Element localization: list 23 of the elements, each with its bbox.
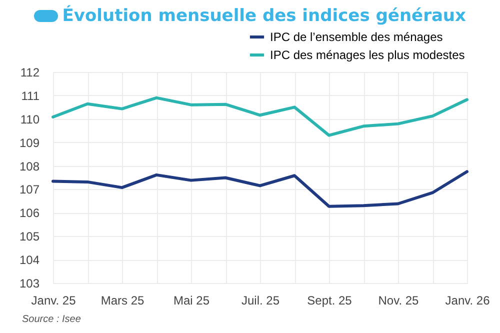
y-tick-label: 106: [19, 206, 40, 220]
y-tick-label: 111: [21, 88, 40, 103]
y-tick-label: 104: [19, 253, 40, 268]
x-tick-label: Sept. 25: [307, 294, 352, 308]
legend-label: IPC des ménages les plus modestes: [270, 48, 465, 62]
y-tick-label: 103: [19, 276, 40, 290]
line-series: [52, 96, 468, 137]
y-tick-label: 112: [20, 66, 40, 80]
y-tick-label: 110: [20, 112, 40, 126]
x-tick-label: Mai 25: [173, 294, 210, 308]
line-series: [52, 170, 468, 208]
x-tick-label: Juil. 25: [241, 294, 280, 308]
x-tick-label: Nov. 25: [378, 294, 420, 308]
y-tick-label: 105: [19, 230, 40, 244]
y-tick-label: 109: [19, 136, 40, 150]
y-tick-label: 107: [19, 182, 40, 197]
chart-title: Évolution mensuelle des indices généraux: [62, 6, 466, 26]
y-tick-label: 108: [19, 159, 40, 174]
x-tick-label: Janv. 25: [31, 294, 76, 308]
source-note: Source : Isee: [22, 314, 81, 325]
legend-label: IPC de l’ensemble des ménages: [270, 30, 443, 44]
x-tick-label: Mars 25: [100, 294, 144, 308]
x-tick-label: Janv. 26: [445, 294, 490, 308]
